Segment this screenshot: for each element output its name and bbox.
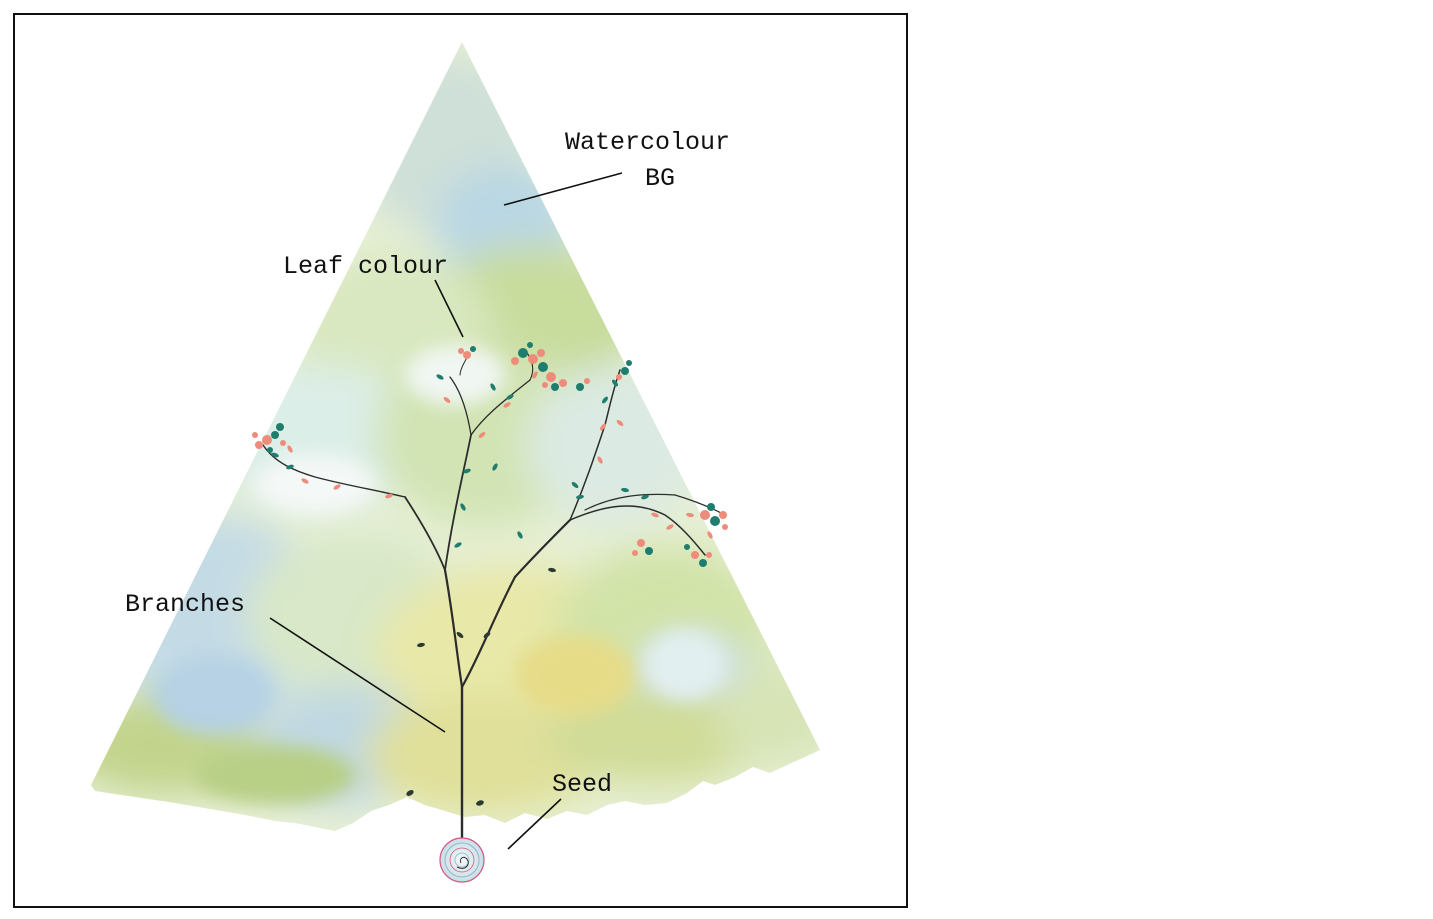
teal-leaves xyxy=(271,374,649,548)
tree-branches xyxy=(262,349,726,855)
leaf-clusters xyxy=(252,342,728,567)
leaf-colour-callout-line xyxy=(434,279,464,338)
watercolour-background xyxy=(91,42,820,831)
leaf-colour-label: Leaf colour xyxy=(283,252,448,281)
seed-label: Seed xyxy=(552,770,612,799)
cluster-top-left xyxy=(458,346,476,359)
cluster-top-center xyxy=(511,342,590,391)
trunk-leaves xyxy=(406,567,556,806)
cluster-right xyxy=(632,503,728,567)
tree-diagram: Watercolour BG Leaf colour Branches Seed xyxy=(91,42,820,883)
cluster-left xyxy=(252,423,286,453)
seed xyxy=(439,837,485,883)
salmon-leaves xyxy=(287,371,713,539)
watercolour-bg-label: Watercolour xyxy=(565,128,730,157)
illustration-frame: Watercolour BG Leaf colour Branches Seed xyxy=(13,13,908,908)
cluster-top-right xyxy=(616,360,632,380)
watercolour-bg-label-line2: BG xyxy=(645,164,675,193)
callout-lines xyxy=(269,172,623,850)
seed-callout-line xyxy=(507,798,562,850)
branches-label: Branches xyxy=(125,590,245,619)
branches-callout-line xyxy=(269,617,446,733)
watercolour-bg-callout-line xyxy=(503,172,623,206)
